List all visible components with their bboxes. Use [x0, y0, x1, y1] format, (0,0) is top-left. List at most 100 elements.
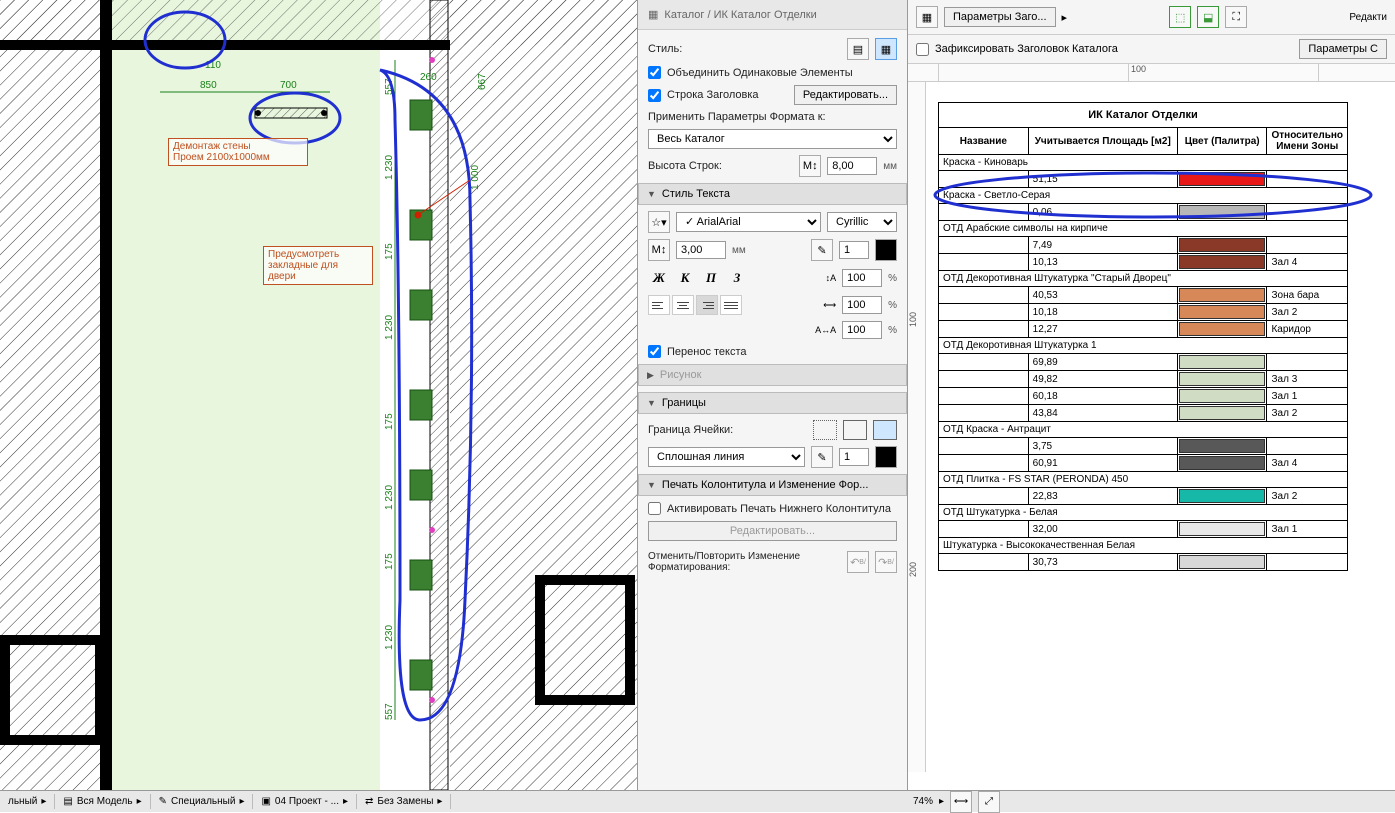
- table-row[interactable]: 60,91Зал 4: [939, 455, 1348, 472]
- borders-section-header[interactable]: ▼ Границы: [638, 392, 907, 414]
- table-row[interactable]: 40,53Зона бара: [939, 287, 1348, 304]
- catalog-column-header[interactable]: Название: [939, 128, 1029, 155]
- table-row[interactable]: 22,83Зал 2: [939, 488, 1348, 505]
- zoom-fill-icon[interactable]: ⤢: [978, 791, 1000, 813]
- undo-button[interactable]: ↶B/: [847, 551, 869, 573]
- wrap-text-checkbox[interactable]: [648, 345, 661, 358]
- catalog-group-header[interactable]: ОТД Штукатурка - Белая: [939, 505, 1348, 521]
- border-outer-button[interactable]: [843, 420, 867, 440]
- line-weight-input[interactable]: [839, 448, 869, 466]
- picture-section-header[interactable]: ▶ Рисунок: [638, 364, 907, 386]
- text-style-section-header[interactable]: ▼ Стиль Текста: [638, 183, 907, 205]
- chevron-right-icon: ▸: [1062, 11, 1068, 24]
- border-all-button[interactable]: [873, 420, 897, 440]
- catalog-table[interactable]: ИК Каталог Отделки НазваниеУчитывается П…: [938, 102, 1348, 571]
- table-row[interactable]: 51,15: [939, 171, 1348, 188]
- activate-footer-checkbox[interactable]: [648, 502, 661, 515]
- underline-button[interactable]: П: [700, 267, 722, 289]
- catalog-group-header[interactable]: ОТД Декоротивная Штукатурка "Старый Двор…: [939, 271, 1348, 287]
- apply-scope-select[interactable]: Весь Каталог: [648, 129, 897, 149]
- catalog-canvas[interactable]: 100 200 ИК Каталог Отделки НазваниеУчиты…: [908, 82, 1395, 772]
- strike-button[interactable]: З: [726, 267, 748, 289]
- bold-button[interactable]: Ж: [648, 267, 670, 289]
- bottom-tab-no-replace[interactable]: ⇄Без Замены ▸: [357, 794, 451, 809]
- catalog-group-header[interactable]: ОТД Краска - Антрацит: [939, 422, 1348, 438]
- merge-same-checkbox[interactable]: [648, 66, 661, 79]
- border-none-button[interactable]: [813, 420, 837, 440]
- font-size-input[interactable]: [676, 241, 726, 259]
- width-input[interactable]: [842, 296, 882, 314]
- pen-color-swatch[interactable]: [875, 239, 897, 261]
- row-height-icon: М↕: [799, 155, 821, 177]
- align-center-button[interactable]: [672, 295, 694, 315]
- edit-link[interactable]: Редакти: [1349, 12, 1387, 23]
- table-row[interactable]: 0,06: [939, 204, 1348, 221]
- bottom-tab-1[interactable]: льный ▸: [0, 794, 55, 809]
- floorplan-viewport[interactable]: 850 700 260 110 667 557 1 230 175 1 230 …: [0, 0, 637, 790]
- svg-text:1 230: 1 230: [384, 625, 395, 650]
- table-row[interactable]: 32,00Зал 1: [939, 521, 1348, 538]
- line-color-swatch[interactable]: [875, 446, 897, 468]
- table-row[interactable]: 7,49: [939, 237, 1348, 254]
- bottom-tab-special[interactable]: ✎Специальный ▸: [151, 794, 254, 809]
- table-row[interactable]: 10,13Зал 4: [939, 254, 1348, 271]
- color-swatch: [1179, 489, 1266, 503]
- chevron-right-icon[interactable]: ▸: [939, 796, 944, 807]
- favorite-icon[interactable]: ☆▾: [648, 211, 670, 233]
- table-row[interactable]: 12,27Каридор: [939, 321, 1348, 338]
- color-swatch: [1179, 172, 1266, 186]
- fix-header-checkbox[interactable]: [916, 43, 929, 56]
- align-left-button[interactable]: [648, 295, 670, 315]
- catalog-group-header[interactable]: Краска - Киноварь: [939, 155, 1348, 171]
- char-spacing-input[interactable]: [842, 321, 882, 339]
- align-right-button[interactable]: [696, 295, 718, 315]
- zoom-fit-icon[interactable]: ⟷: [950, 791, 972, 813]
- layout-mode-2-icon[interactable]: ▦: [875, 38, 897, 60]
- table-row[interactable]: 3,75: [939, 438, 1348, 455]
- activate-footer-label: Активировать Печать Нижнего Колонтитула: [667, 503, 891, 515]
- table-row[interactable]: 43,84Зал 2: [939, 405, 1348, 422]
- catalog-column-header[interactable]: Цвет (Палитра): [1177, 128, 1267, 155]
- footer-section-header[interactable]: ▼ Печать Колонтитула и Изменение Фор...: [638, 474, 907, 496]
- table-icon: ▦: [916, 6, 938, 28]
- fit-width-icon[interactable]: ⬚: [1169, 6, 1191, 28]
- table-row[interactable]: 30,73: [939, 554, 1348, 571]
- catalog-column-header[interactable]: Относительно Имени Зоны: [1267, 128, 1348, 155]
- table-row[interactable]: 10,18Зал 2: [939, 304, 1348, 321]
- line-style-select[interactable]: Сплошная линия: [648, 447, 805, 467]
- catalog-group-header[interactable]: Штукатурка - Высококачественная Белая: [939, 538, 1348, 554]
- bottom-tab-project[interactable]: ▣04 Проект - ... ▸: [253, 794, 357, 809]
- annotation-door-note: Предусмотреть закладные для двери: [263, 246, 373, 285]
- align-justify-button[interactable]: [720, 295, 742, 315]
- pen-weight-icon: ✎: [811, 239, 833, 261]
- indent-input[interactable]: [842, 269, 882, 287]
- catalog-group-header[interactable]: ОТД Плитка - FS STAR (PERONDA) 450: [939, 472, 1348, 488]
- bottom-tab-all-model[interactable]: ▤Вся Модель ▸: [55, 794, 150, 809]
- catalog-column-header[interactable]: Учитывается Площадь [м2]: [1028, 128, 1177, 155]
- zoom-extents-icon[interactable]: ⛶: [1225, 6, 1247, 28]
- color-swatch: [1179, 205, 1266, 219]
- panel-title-bar: ▦ Каталог / ИК Каталог Отделки: [638, 0, 907, 30]
- side-params-button[interactable]: Параметры С: [1299, 39, 1387, 59]
- italic-button[interactable]: К: [674, 267, 696, 289]
- font-script-select[interactable]: Cyrillic: [827, 212, 897, 232]
- table-row[interactable]: 60,18Зал 1: [939, 388, 1348, 405]
- layout-mode-1-icon[interactable]: ▤: [847, 38, 869, 60]
- font-name-select[interactable]: ✓ ArialArial: [676, 212, 821, 232]
- redo-button[interactable]: ↷B/: [875, 551, 897, 573]
- fit-height-icon[interactable]: ⬓: [1197, 6, 1219, 28]
- edit-header-button[interactable]: Редактировать...: [794, 85, 897, 105]
- catalog-group-header[interactable]: ОТД Арабские символы на кирпиче: [939, 221, 1348, 237]
- table-row[interactable]: 69,89: [939, 354, 1348, 371]
- row-height-input[interactable]: [827, 157, 877, 175]
- svg-text:175: 175: [384, 553, 395, 570]
- table-row[interactable]: 49,82Зал 3: [939, 371, 1348, 388]
- font-size-icon: М↕: [648, 239, 670, 261]
- catalog-group-header[interactable]: ОТД Декоротивная Штукатурка 1: [939, 338, 1348, 354]
- header-row-label: Строка Заголовка: [667, 89, 759, 101]
- header-row-checkbox[interactable]: [648, 89, 661, 102]
- zoom-level: 74%: [913, 796, 933, 807]
- pen-weight-input[interactable]: [839, 241, 869, 259]
- catalog-group-header[interactable]: Краска - Светло-Серая: [939, 188, 1348, 204]
- header-params-button[interactable]: Параметры Заго...: [944, 7, 1056, 27]
